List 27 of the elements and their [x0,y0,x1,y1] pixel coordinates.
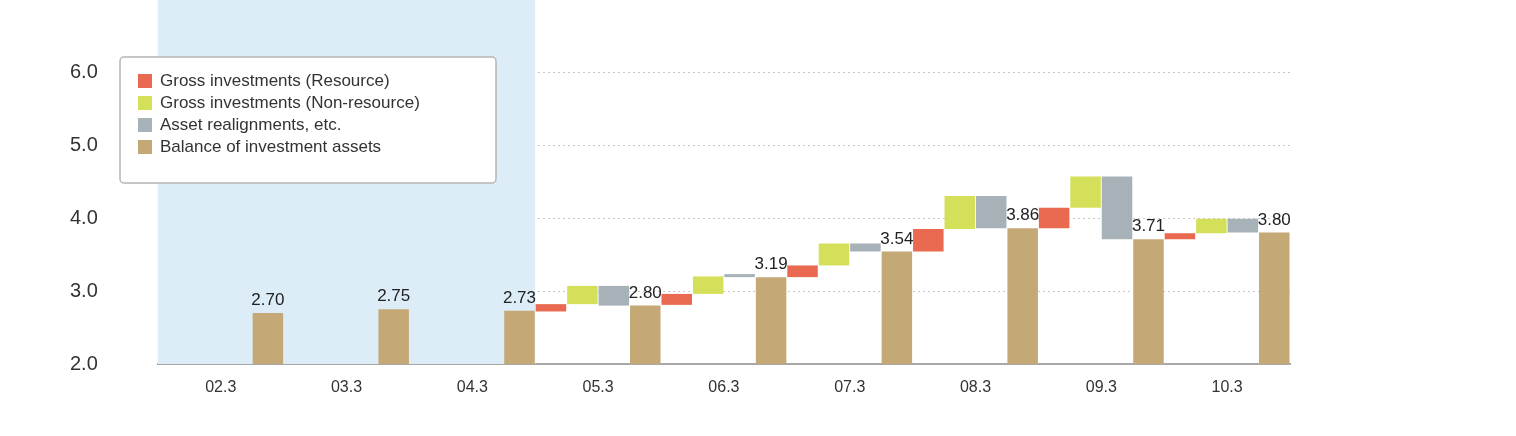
x-tick-label: 09.3 [1085,378,1117,396]
data-label: 3.80 [1257,209,1291,229]
x-tick-label: 10.3 [1211,378,1243,396]
data-label: 2.80 [628,282,662,302]
legend-label: Balance of investment assets [160,136,382,156]
y-tick-label: 2.0 [69,351,98,374]
y-tick-label: 5.0 [69,132,98,155]
data-label: 3.86 [1006,205,1040,225]
data-label: 3.19 [754,254,788,274]
data-label: 3.71 [1131,216,1166,236]
x-tick-label: 08.3 [959,378,992,396]
x-tick-label: 07.3 [834,378,866,396]
data-label: 3.54 [880,228,914,248]
y-tick-label: 3.0 [69,278,98,301]
legend-label: Gross investments (Non-resource) [160,92,420,112]
legend-label: Asset realignments, etc. [160,114,342,134]
x-tick-label: 03.3 [330,378,363,396]
data-label: 2.75 [377,286,411,306]
data-label: 2.70 [251,290,285,310]
x-tick-label: 02.3 [205,378,237,396]
x-tick-label: 05.3 [582,378,614,396]
x-tick-label: 06.3 [708,378,740,396]
y-tick-label: 4.0 [69,205,98,228]
x-tick-label: 04.3 [456,378,488,396]
legend-label: Gross investments (Resource) [160,70,390,90]
y-tick-label: 6.0 [69,59,98,82]
data-label: 2.73 [502,287,537,307]
